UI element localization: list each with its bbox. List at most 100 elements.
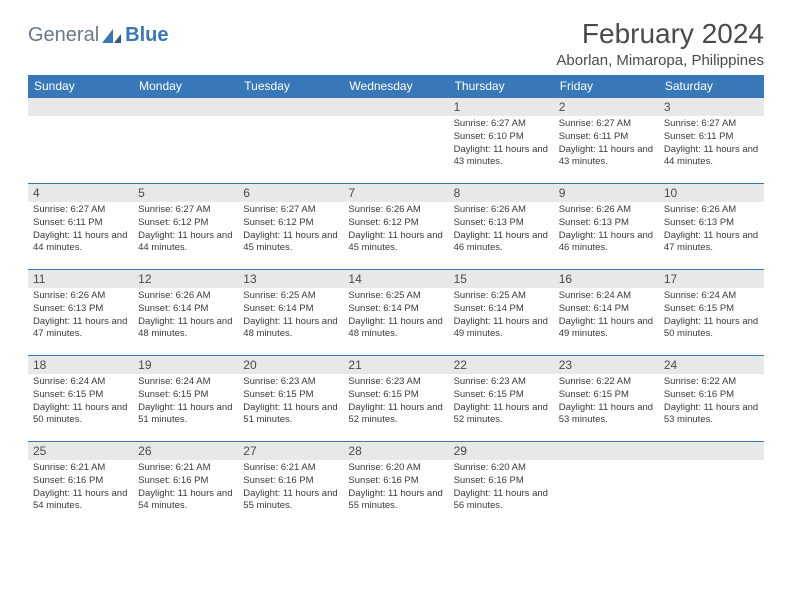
day-number: 10 <box>659 184 764 202</box>
day-number: 11 <box>28 270 133 288</box>
calendar-day-cell: .... <box>554 442 659 528</box>
daylight-text: Daylight: 11 hours and 43 minutes. <box>454 144 549 170</box>
day-details: Sunrise: 6:24 AMSunset: 6:14 PMDaylight:… <box>554 288 659 345</box>
logo-text-blue: Blue <box>125 24 168 47</box>
day-details: Sunrise: 6:23 AMSunset: 6:15 PMDaylight:… <box>238 374 343 431</box>
daylight-text: Daylight: 11 hours and 51 minutes. <box>138 402 233 428</box>
sunrise-text: Sunrise: 6:21 AM <box>138 462 233 475</box>
calendar-day-cell: 24Sunrise: 6:22 AMSunset: 6:16 PMDayligh… <box>659 356 764 442</box>
sunset-text: Sunset: 6:16 PM <box>454 475 549 488</box>
calendar-day-cell: 7Sunrise: 6:26 AMSunset: 6:12 PMDaylight… <box>343 184 448 270</box>
sunset-text: Sunset: 6:16 PM <box>243 475 338 488</box>
sunset-text: Sunset: 6:14 PM <box>348 303 443 316</box>
sunrise-text: Sunrise: 6:26 AM <box>138 290 233 303</box>
day-number: 6 <box>238 184 343 202</box>
calendar-day-cell: .... <box>659 442 764 528</box>
sunrise-text: Sunrise: 6:20 AM <box>348 462 443 475</box>
calendar-day-cell: 25Sunrise: 6:21 AMSunset: 6:16 PMDayligh… <box>28 442 133 528</box>
day-details: Sunrise: 6:27 AMSunset: 6:11 PMDaylight:… <box>554 116 659 173</box>
sunrise-text: Sunrise: 6:23 AM <box>243 376 338 389</box>
day-number: 19 <box>133 356 238 374</box>
day-details: Sunrise: 6:26 AMSunset: 6:13 PMDaylight:… <box>449 202 554 259</box>
calendar-day-cell: 6Sunrise: 6:27 AMSunset: 6:12 PMDaylight… <box>238 184 343 270</box>
calendar-day-cell: .... <box>133 98 238 184</box>
calendar-week-row: 18Sunrise: 6:24 AMSunset: 6:15 PMDayligh… <box>28 356 764 442</box>
calendar-day-cell: 3Sunrise: 6:27 AMSunset: 6:11 PMDaylight… <box>659 98 764 184</box>
logo-sail-icon <box>101 27 123 45</box>
calendar-day-cell: 15Sunrise: 6:25 AMSunset: 6:14 PMDayligh… <box>449 270 554 356</box>
sunrise-text: Sunrise: 6:23 AM <box>348 376 443 389</box>
sunset-text: Sunset: 6:13 PM <box>454 217 549 230</box>
calendar-day-cell: 27Sunrise: 6:21 AMSunset: 6:16 PMDayligh… <box>238 442 343 528</box>
calendar-day-cell: 17Sunrise: 6:24 AMSunset: 6:15 PMDayligh… <box>659 270 764 356</box>
day-details: Sunrise: 6:20 AMSunset: 6:16 PMDaylight:… <box>449 460 554 517</box>
day-details: Sunrise: 6:20 AMSunset: 6:16 PMDaylight:… <box>343 460 448 517</box>
day-number: 12 <box>133 270 238 288</box>
daylight-text: Daylight: 11 hours and 48 minutes. <box>348 316 443 342</box>
day-number: 22 <box>449 356 554 374</box>
sunset-text: Sunset: 6:14 PM <box>138 303 233 316</box>
sunset-text: Sunset: 6:10 PM <box>454 131 549 144</box>
daylight-text: Daylight: 11 hours and 55 minutes. <box>243 488 338 514</box>
day-details: Sunrise: 6:26 AMSunset: 6:14 PMDaylight:… <box>133 288 238 345</box>
sunrise-text: Sunrise: 6:27 AM <box>454 118 549 131</box>
weekday-header: Friday <box>554 75 659 98</box>
calendar-day-cell: 1 Sunrise: 6:27 AMSunset: 6:10 PMDaylight… <box>449 98 554 184</box>
sunset-text: Sunset: 6:11 PM <box>559 131 654 144</box>
sunset-text: Sunset: 6:14 PM <box>559 303 654 316</box>
sunrise-text: Sunrise: 6:23 AM <box>454 376 549 389</box>
sunset-text: Sunset: 6:13 PM <box>559 217 654 230</box>
day-number: 13 <box>238 270 343 288</box>
sunrise-text: Sunrise: 6:20 AM <box>454 462 549 475</box>
sunset-text: Sunset: 6:15 PM <box>138 389 233 402</box>
weekday-header: Wednesday <box>343 75 448 98</box>
day-number: 27 <box>238 442 343 460</box>
day-details: Sunrise: 6:25 AMSunset: 6:14 PMDaylight:… <box>238 288 343 345</box>
daylight-text: Daylight: 11 hours and 53 minutes. <box>664 402 759 428</box>
day-details: Sunrise: 6:26 AMSunset: 6:13 PMDaylight:… <box>659 202 764 259</box>
sunset-text: Sunset: 6:15 PM <box>243 389 338 402</box>
sunset-text: Sunset: 6:16 PM <box>664 389 759 402</box>
day-details: Sunrise: 6:26 AMSunset: 6:12 PMDaylight:… <box>343 202 448 259</box>
sunset-text: Sunset: 6:16 PM <box>33 475 128 488</box>
sunrise-text: Sunrise: 6:22 AM <box>559 376 654 389</box>
calendar-day-cell: 12Sunrise: 6:26 AMSunset: 6:14 PMDayligh… <box>133 270 238 356</box>
day-details: Sunrise: 6:24 AMSunset: 6:15 PMDaylight:… <box>659 288 764 345</box>
calendar-day-cell: 2Sunrise: 6:27 AMSunset: 6:11 PMDaylight… <box>554 98 659 184</box>
sunrise-text: Sunrise: 6:26 AM <box>348 204 443 217</box>
sunset-text: Sunset: 6:12 PM <box>243 217 338 230</box>
daylight-text: Daylight: 11 hours and 50 minutes. <box>33 402 128 428</box>
day-number: 1 <box>449 98 554 116</box>
sunrise-text: Sunrise: 6:25 AM <box>454 290 549 303</box>
day-details: Sunrise: 6:22 AMSunset: 6:16 PMDaylight:… <box>659 374 764 431</box>
calendar-day-cell: 18Sunrise: 6:24 AMSunset: 6:15 PMDayligh… <box>28 356 133 442</box>
day-details: Sunrise: 6:25 AMSunset: 6:14 PMDaylight:… <box>449 288 554 345</box>
weekday-header: Tuesday <box>238 75 343 98</box>
day-details: Sunrise: 6:24 AMSunset: 6:15 PMDaylight:… <box>133 374 238 431</box>
header: General Blue February 2024 Aborlan, Mima… <box>28 18 764 69</box>
daylight-text: Daylight: 11 hours and 45 minutes. <box>243 230 338 256</box>
weekday-header: Sunday <box>28 75 133 98</box>
daylight-text: Daylight: 11 hours and 49 minutes. <box>559 316 654 342</box>
daylight-text: Daylight: 11 hours and 53 minutes. <box>559 402 654 428</box>
daylight-text: Daylight: 11 hours and 56 minutes. <box>454 488 549 514</box>
day-details: Sunrise: 6:27 AMSunset: 6:12 PMDaylight:… <box>238 202 343 259</box>
daylight-text: Daylight: 11 hours and 54 minutes. <box>138 488 233 514</box>
day-details: Sunrise: 6:22 AMSunset: 6:15 PMDaylight:… <box>554 374 659 431</box>
calendar-day-cell: 16Sunrise: 6:24 AMSunset: 6:14 PMDayligh… <box>554 270 659 356</box>
daylight-text: Daylight: 11 hours and 50 minutes. <box>664 316 759 342</box>
calendar-day-cell: .... <box>238 98 343 184</box>
daylight-text: Daylight: 11 hours and 44 minutes. <box>33 230 128 256</box>
day-details: Sunrise: 6:21 AMSunset: 6:16 PMDaylight:… <box>238 460 343 517</box>
day-number: 25 <box>28 442 133 460</box>
sunrise-text: Sunrise: 6:25 AM <box>348 290 443 303</box>
sunrise-text: Sunrise: 6:26 AM <box>33 290 128 303</box>
day-number: 17 <box>659 270 764 288</box>
day-number: 29 <box>449 442 554 460</box>
day-details: Sunrise: 6:26 AMSunset: 6:13 PMDaylight:… <box>28 288 133 345</box>
sunset-text: Sunset: 6:12 PM <box>138 217 233 230</box>
calendar-day-cell: 21Sunrise: 6:23 AMSunset: 6:15 PMDayligh… <box>343 356 448 442</box>
calendar-week-row: 4Sunrise: 6:27 AMSunset: 6:11 PMDaylight… <box>28 184 764 270</box>
sunset-text: Sunset: 6:15 PM <box>33 389 128 402</box>
daylight-text: Daylight: 11 hours and 55 minutes. <box>348 488 443 514</box>
